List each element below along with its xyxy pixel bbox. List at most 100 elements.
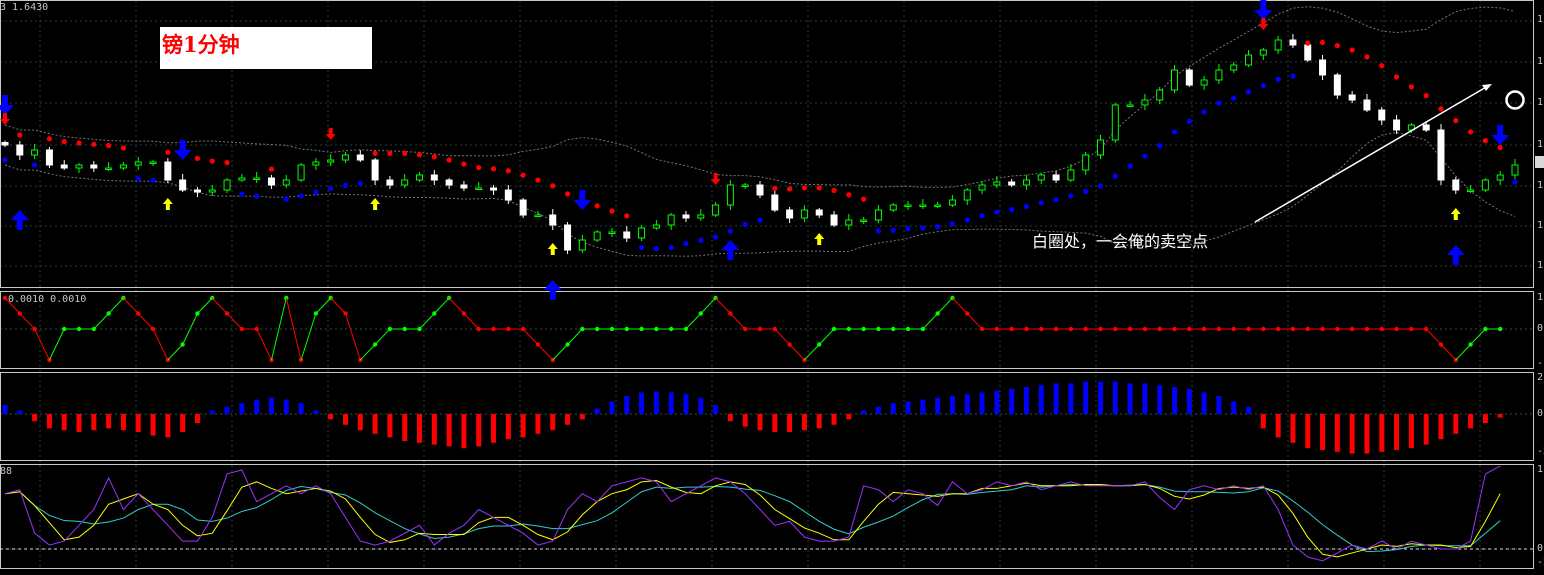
histogram-bar-negative xyxy=(1305,414,1311,449)
stop-dot-red xyxy=(224,160,230,166)
histogram-bar-positive xyxy=(935,397,941,414)
stoch-fast-line xyxy=(4,465,1501,562)
histogram-bar-positive xyxy=(905,401,911,414)
small-down-arrow-icon xyxy=(0,113,10,125)
oscillator-segment xyxy=(730,313,746,330)
oscillator-segment xyxy=(34,328,50,361)
osc-axis-tick: -1 xyxy=(1537,358,1544,369)
candle-down xyxy=(1304,44,1312,61)
candle-up xyxy=(134,161,142,166)
stop-dot-blue xyxy=(1245,89,1252,95)
main-axis-tick: 1 xyxy=(1537,180,1544,191)
stop-dot-red xyxy=(1393,74,1400,80)
big-up-arrow-icon xyxy=(1446,245,1465,265)
histogram-bar-negative xyxy=(120,414,126,431)
candle-up xyxy=(667,214,675,226)
histogram-bar-negative xyxy=(431,414,437,445)
panel-border xyxy=(0,372,1534,461)
stop-dot-red xyxy=(372,150,378,156)
oscillator-segment xyxy=(182,313,198,345)
histogram-bar-positive xyxy=(979,392,985,414)
stop-dot-blue xyxy=(254,193,260,199)
title-box: 镑1分钟 xyxy=(160,27,372,69)
candle-up xyxy=(31,149,39,156)
histogram-bar-positive xyxy=(994,390,1000,414)
histogram-bar-negative xyxy=(32,414,38,422)
stop-dot-red xyxy=(209,158,215,164)
stop-dot-blue xyxy=(342,182,349,188)
candle-up xyxy=(1259,49,1267,56)
candle-down xyxy=(1289,39,1297,46)
candle-up xyxy=(1156,89,1164,101)
candle-down xyxy=(786,209,794,219)
stop-dot-red xyxy=(490,166,497,172)
candle-up xyxy=(282,179,290,186)
histogram-bar-positive xyxy=(1142,383,1148,414)
histogram-bar-negative xyxy=(1320,414,1326,450)
candle-up xyxy=(534,214,542,217)
main-axis-tick: 1 xyxy=(1537,139,1544,150)
oscillator-segment xyxy=(804,344,820,361)
oscillator-point xyxy=(387,326,393,332)
stop-dot-red xyxy=(594,203,600,209)
oscillator-segment xyxy=(952,297,968,314)
candle-up xyxy=(1111,104,1119,141)
oscillator-segment xyxy=(167,344,184,361)
oscillator-segment xyxy=(197,297,213,314)
histogram-bar-negative xyxy=(91,414,97,431)
histogram-bar-positive xyxy=(283,399,289,414)
histogram-bar-negative xyxy=(505,414,511,440)
osc-axis-tick: 0 xyxy=(1537,323,1544,334)
small-up-arrow-icon xyxy=(1450,208,1461,220)
histogram-bar-positive xyxy=(639,392,645,414)
candle-down xyxy=(193,189,201,193)
candle-up xyxy=(416,174,424,181)
stop-dot-blue xyxy=(2,157,8,163)
oscillator-segment xyxy=(700,297,716,314)
oscillator-segment xyxy=(108,297,124,314)
current-price-tag xyxy=(1535,156,1544,168)
candle-up xyxy=(578,239,586,251)
stop-dot-red xyxy=(402,150,408,156)
oscillator-segment xyxy=(93,313,109,330)
histogram-bar-positive xyxy=(1023,387,1029,414)
histogram-bar-negative xyxy=(328,414,334,420)
histogram-bar-negative xyxy=(1408,414,1414,449)
histogram-bar-negative xyxy=(579,414,585,420)
histogram-bar-positive xyxy=(1157,385,1163,414)
stop-dot-blue xyxy=(683,240,689,247)
stop-dot-red xyxy=(106,142,112,149)
histogram-bar-positive xyxy=(1231,401,1237,414)
oscillator-segment xyxy=(19,313,35,330)
candle-up xyxy=(593,231,601,241)
stop-dot-red xyxy=(787,186,793,192)
small-down-arrow-icon xyxy=(710,173,721,185)
candle-down xyxy=(1,142,9,146)
stop-dot-blue xyxy=(742,221,748,228)
small-down-arrow-icon xyxy=(1258,18,1269,30)
bollinger-upper xyxy=(4,6,1516,188)
candle-up xyxy=(919,204,927,207)
stop-dot-blue xyxy=(1127,163,1133,169)
histogram-bar-negative xyxy=(520,414,526,438)
oscillator-segment xyxy=(315,297,332,314)
candle-up xyxy=(1037,174,1045,181)
candle-down xyxy=(564,224,572,251)
oscillator-segment xyxy=(285,297,302,361)
stop-dot-red xyxy=(624,213,630,219)
histogram-bar-negative xyxy=(165,414,171,438)
candle-up xyxy=(712,204,720,216)
oscillator-segment xyxy=(48,328,65,361)
histogram-bar-positive xyxy=(698,397,704,414)
stop-dot-blue xyxy=(1038,200,1044,206)
stop-dot-red xyxy=(120,145,127,151)
histogram-bar-positive xyxy=(224,406,230,414)
candle-up xyxy=(934,204,942,207)
histogram-bar-negative xyxy=(772,414,778,432)
main-axis-tick: 1 xyxy=(1537,14,1544,25)
candle-down xyxy=(60,164,68,169)
oscillator-label: 0.0010 0.0010 xyxy=(8,294,87,305)
histogram-bar-positive xyxy=(594,408,600,414)
histogram-bar-positive xyxy=(861,410,867,414)
candle-up xyxy=(652,224,660,229)
